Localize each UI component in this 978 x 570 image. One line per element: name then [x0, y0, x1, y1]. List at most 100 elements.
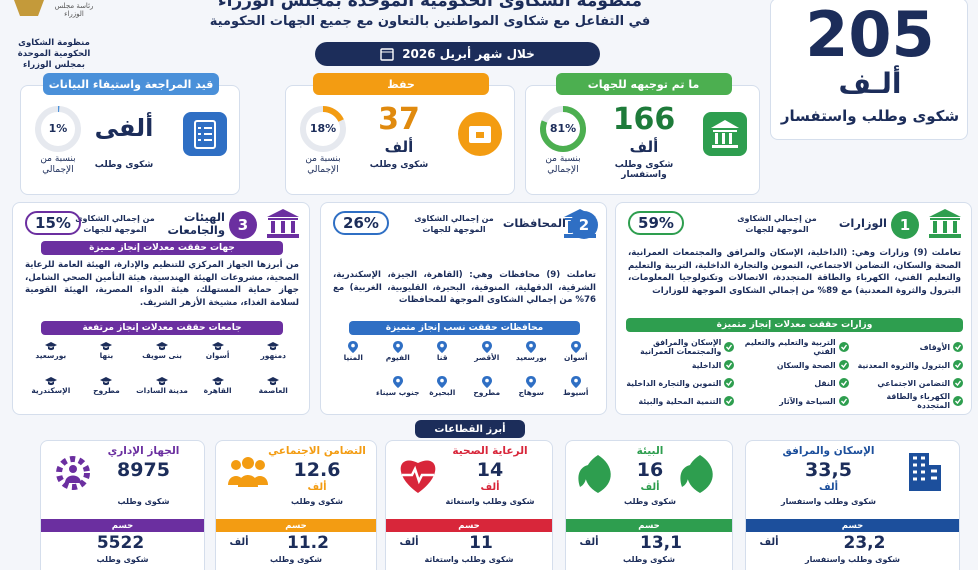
resolved-value: 23,2: [843, 533, 886, 553]
share-pill: 15%: [25, 211, 81, 235]
panel-item: بنى سويف: [134, 341, 190, 376]
ring-arc: [300, 106, 346, 152]
item-text: التنمية المحلية والبيئة: [638, 396, 722, 406]
panel-item: بنها: [79, 341, 135, 376]
stat-unit: ألف: [629, 138, 659, 156]
ring-arc: [35, 106, 81, 152]
sector-card: التضامن الاجتماعي 12.6 ألف شكوى وطلب حسم 11.2…: [215, 440, 377, 570]
total-card: 205 ألـف شكوى وطلب واستفسار: [770, 0, 968, 140]
item-icon: [526, 375, 537, 388]
panel-item: بورسعيد: [23, 341, 79, 376]
panel-number: 3: [229, 211, 257, 239]
resolved-label: شكوى وطلب واستغاثة: [424, 555, 514, 564]
panel-item: مطروح: [465, 375, 510, 411]
share-ring: [540, 106, 586, 152]
item-text: الصحة والسكان: [776, 360, 836, 370]
sector-value: 16: [636, 459, 664, 481]
panel-title: المحافظات: [502, 216, 566, 230]
panel-item: الإسكندرية: [23, 376, 79, 411]
panel-text: من أبرزها الجهاز المركزي للتنظيم والإدار…: [25, 260, 299, 308]
share-ring: [300, 106, 346, 152]
panel-item: الأقصر: [465, 341, 510, 376]
sector-name: التضامن الاجتماعي: [268, 445, 366, 457]
stat-label: شكوى وطلب: [369, 160, 429, 170]
page-subtitle: في التفاعل مع شكاوى المواطنين بالتعاون م…: [209, 14, 651, 29]
item-icon: [100, 376, 113, 385]
sector-unit: ألف: [480, 482, 500, 493]
item-icon: [953, 396, 963, 406]
sector-icon: [909, 453, 941, 491]
item-icon: [437, 341, 448, 353]
panel-item: قنا: [420, 341, 465, 376]
total-label: شكوى وطلب واستفسار: [780, 107, 960, 125]
logo-emblem: [14, 0, 44, 16]
resolved-unit: ألف: [579, 537, 599, 548]
item-text: البترول والثروة المعدنية: [857, 360, 950, 370]
item-icon: [211, 376, 224, 385]
panel-item: جنوب سيناء: [376, 375, 421, 411]
resolved-label: شكوى وطلب: [623, 555, 675, 564]
share-value: 1%: [48, 122, 68, 135]
panel-text: تعاملت (9) محافظات وهي: (القاهرة، الجيزة…: [333, 270, 596, 305]
resolved-title: حسم: [386, 519, 552, 532]
total-unit: ألـف: [838, 67, 902, 100]
item-text: قنا: [436, 353, 448, 362]
resolved-label: شكوى وطلب واستفسار: [804, 555, 901, 564]
sector-icon: [228, 457, 268, 487]
item-icon: [156, 342, 169, 351]
sector-unit: ألف: [307, 482, 327, 493]
sector-icon: [578, 455, 611, 493]
stat-value: 37: [378, 102, 420, 137]
panel-item: الكهرباء والطاقة المتجددة: [855, 392, 963, 410]
panel-banner: وزارات حققت معدلات إنجاز متميزة: [626, 318, 963, 332]
panel-item: دمنهور: [245, 341, 301, 376]
resolved-title: حسم: [216, 519, 376, 532]
stat-card: حفظ 37 ألف شكوى وطلب 18% بنسبة من الإجمالي: [285, 73, 515, 195]
stat-icon: [703, 112, 747, 156]
item-text: الإسكندرية: [31, 385, 71, 395]
item-text: سوهاج: [518, 387, 545, 397]
item-icon: [724, 396, 735, 406]
item-text: دمنهور: [260, 351, 286, 360]
share-label: من إجمالي الشكاوى الموجهة للجهات: [737, 214, 817, 234]
item-text: مدينة السادات: [136, 385, 188, 395]
item-icon: [570, 375, 581, 388]
item-text: أسيوط: [563, 387, 589, 397]
item-icon: [44, 342, 57, 351]
item-text: مطروح: [93, 385, 120, 395]
item-icon: [838, 396, 849, 406]
sector-name: الإسكان والمرافق: [782, 445, 875, 457]
item-text: التموين والتجارة الداخلية: [626, 378, 722, 388]
panel: 2 المحافظات من إجمالي الشكاوى الموجهة للجه…: [320, 202, 607, 415]
item-icon: [392, 341, 403, 353]
share-value: 81%: [549, 122, 577, 135]
sector-card: الرعاية الصحية 14 ألف شكوى وطلب واستغاثة حسم…: [385, 440, 553, 570]
item-text: البحيرة: [429, 387, 456, 397]
panel: 1 الوزارات من إجمالي الشكاوى الموجهة للجها…: [615, 202, 972, 415]
item-icon: [348, 341, 359, 353]
item-text: المنيا: [343, 353, 363, 362]
panel-intro: جهات حققت معدلات إنجاز مميزة: [41, 241, 283, 255]
item-icon: [100, 342, 113, 351]
item-text: التضامن الاجتماعي: [877, 378, 950, 388]
panel-icon: [929, 209, 961, 238]
stat-title: ما تم توجيهه للجهات: [555, 73, 732, 95]
panel-item: التنمية المحلية والبيئة: [626, 392, 735, 410]
sector-value: 8975: [117, 459, 170, 481]
resolved-value: 5522: [96, 533, 145, 553]
sector-value: 12.6: [293, 459, 341, 481]
panel-item: الأوقاف: [855, 338, 963, 356]
item-icon: [267, 342, 280, 351]
stat-title: حفظ: [313, 73, 489, 95]
resolved-label: شكوى وطلب: [270, 555, 322, 564]
total-value: 205: [805, 0, 935, 71]
resolved-value: 11: [469, 533, 493, 553]
sector-value: 14: [476, 459, 504, 481]
stat-icon: [183, 112, 227, 156]
sector-unit: ألف: [640, 482, 660, 493]
panel-title: الوزارات: [838, 216, 887, 230]
period-text: خلال شهر أبريل 2026: [402, 47, 535, 61]
item-grid: الأوقاف البترول والثروة المعدنية التضامن ا…: [626, 338, 963, 410]
share-label: بنسبة من الإجمالي: [545, 154, 581, 175]
panel-item: العاصمة: [245, 376, 301, 411]
